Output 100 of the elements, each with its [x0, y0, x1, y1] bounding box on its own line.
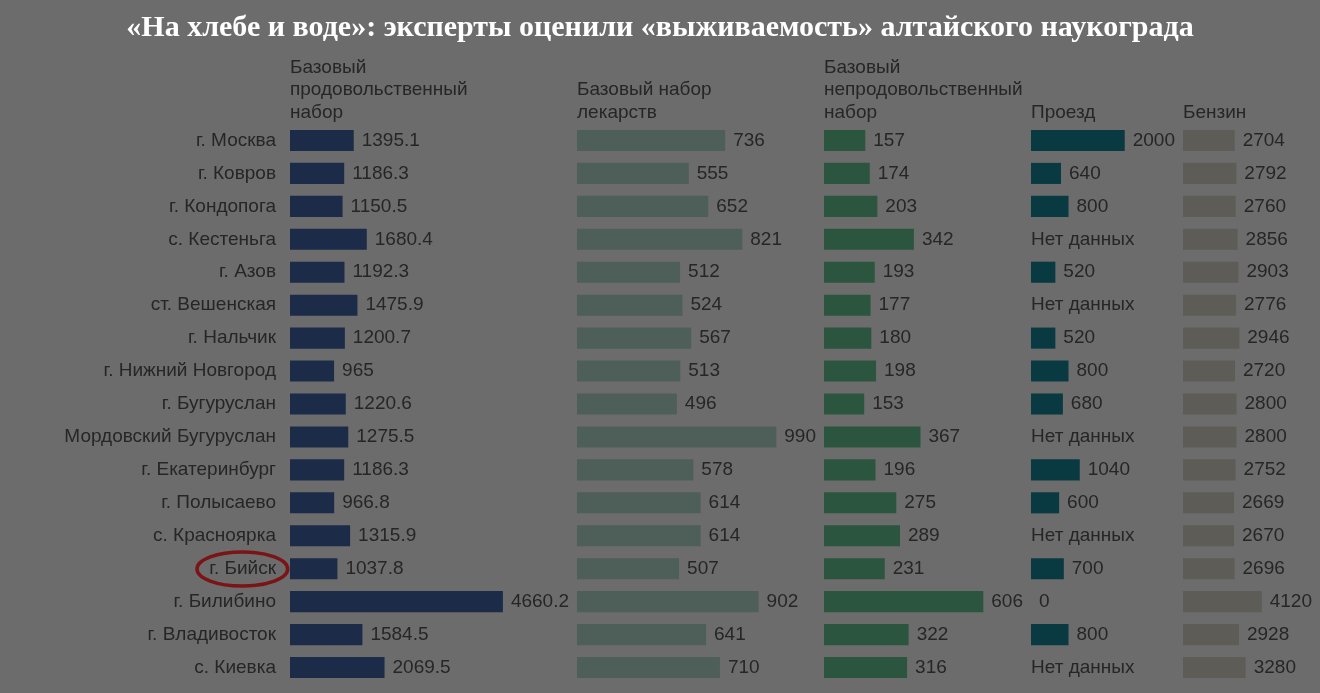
data-label: 180: [879, 326, 912, 348]
data-label: 2704: [1242, 128, 1286, 150]
data-label: 652: [716, 194, 748, 216]
data-label: 614: [708, 491, 741, 513]
y-tick-label: г. Бийск: [209, 556, 277, 578]
bar: [824, 525, 900, 547]
bar: [290, 261, 345, 283]
text: Нет данных: [1031, 227, 1135, 249]
data-label: 2792: [1244, 161, 1287, 183]
bar: [824, 228, 914, 250]
data-label: 600: [1067, 491, 1099, 513]
chart-title: Проезд: [1031, 101, 1097, 124]
bar: [1031, 459, 1080, 481]
y-tick-label: г. Нижний Новгород: [103, 359, 276, 381]
bar: [824, 261, 875, 283]
bar: [290, 426, 349, 448]
bar: [1031, 195, 1069, 217]
bar: [577, 525, 701, 547]
data-label: 1037.8: [345, 556, 404, 578]
data-label: 153: [872, 392, 904, 414]
bar: [824, 492, 897, 514]
data-label: 2069.5: [392, 655, 451, 677]
bar: [1031, 261, 1056, 283]
data-label: 567: [699, 326, 731, 348]
data-label: 2696: [1242, 556, 1285, 578]
text: Нет данных: [1031, 425, 1135, 447]
data-label: 2946: [1247, 326, 1290, 348]
bar: [577, 459, 694, 481]
bar: [290, 360, 335, 382]
bar: [824, 656, 908, 679]
data-label: 1220.6: [353, 392, 412, 414]
data-label: 1192.3: [352, 260, 410, 282]
bar: [824, 162, 870, 184]
bar: [824, 393, 865, 415]
bar: [1031, 162, 1061, 184]
data-label: 800: [1076, 622, 1109, 644]
data-label: 800: [1076, 194, 1109, 216]
bar: [577, 426, 777, 448]
data-label: 2760: [1243, 194, 1287, 216]
y-tick-label: г. Билибино: [173, 589, 276, 611]
bar: [824, 129, 866, 152]
data-label: 2800: [1244, 425, 1287, 447]
data-label: 1475.9: [365, 293, 424, 315]
data-label: 2752: [1243, 458, 1286, 480]
data-label: 821: [750, 227, 782, 249]
data-label: 1584.5: [370, 622, 429, 644]
data-label: 680: [1070, 392, 1103, 414]
data-label: 496: [684, 392, 717, 414]
bar: [577, 195, 709, 217]
data-label: 177: [878, 293, 911, 315]
y-tick-label: г. Нальчик: [188, 326, 277, 348]
y-tick-label: с. Киевка: [194, 655, 277, 677]
text: Нет данных: [1031, 293, 1135, 315]
chart-title: Бензин: [1183, 101, 1248, 124]
data-label: 231: [892, 556, 925, 578]
bar: [824, 624, 909, 646]
bar: [290, 393, 346, 415]
data-label: 367: [928, 425, 961, 447]
data-label: 520: [1063, 326, 1096, 348]
data-label: 1200.7: [352, 326, 411, 348]
chart-title: Базовый непродовольственный набор: [824, 55, 1024, 124]
data-label: 710: [727, 655, 760, 677]
bar: [290, 492, 335, 514]
bar: [577, 228, 743, 250]
data-label: 157: [873, 128, 905, 150]
data-label: 1680.4: [374, 227, 434, 249]
y-tick-label: с. Кестеньга: [168, 227, 277, 249]
data-label: 578: [701, 458, 734, 480]
bar: [577, 360, 681, 382]
bar: [824, 426, 921, 448]
data-label: 902: [766, 589, 799, 611]
data-label: 640: [1068, 161, 1101, 183]
y-tick-label: с. Красноярка: [153, 524, 277, 545]
y-tick-label: Мордовский Бугуруслан: [64, 425, 276, 447]
data-label: 700: [1071, 556, 1104, 578]
data-label: 2776: [1244, 293, 1287, 315]
data-label: 4120: [1269, 589, 1313, 611]
data-label: 4660.2: [510, 589, 570, 611]
data-label: 736: [733, 128, 765, 150]
data-label: 2800: [1244, 392, 1287, 414]
data-label: 2669: [1242, 491, 1285, 513]
bar: [1031, 558, 1064, 580]
bar: [1031, 360, 1069, 382]
data-label: 342: [921, 227, 954, 249]
bar: [577, 492, 701, 514]
y-tick-label: г. Полысаево: [161, 491, 276, 513]
y-tick-label: г. Ковров: [197, 161, 276, 183]
data-label: 2670: [1242, 524, 1285, 545]
data-label: 1395.1: [361, 128, 420, 150]
data-label: 606: [991, 589, 1023, 611]
bar: [290, 129, 354, 152]
data-label: 2928: [1246, 622, 1290, 644]
bar: [577, 294, 683, 316]
data-label: 555: [696, 161, 729, 183]
bar: [1031, 624, 1069, 646]
data-label: 1040: [1087, 458, 1131, 480]
bar: [1031, 393, 1063, 415]
data-label: 507: [687, 556, 719, 578]
bar: [290, 558, 338, 580]
data-label: 641: [714, 622, 746, 644]
